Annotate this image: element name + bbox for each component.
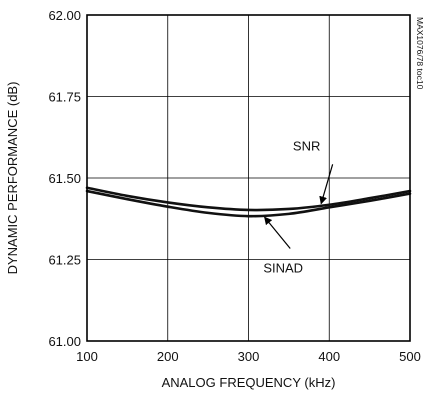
x-tick-label: 100 xyxy=(76,349,98,364)
series-lines xyxy=(85,186,412,218)
tick-labels: 100 200 300 400 500 61.00 61.25 61.50 61.75 62.00 xyxy=(48,8,420,364)
y-tick-label: 61.50 xyxy=(48,171,81,186)
plot-frame xyxy=(86,14,411,342)
annotation-arrow xyxy=(319,164,334,205)
grid xyxy=(86,14,411,342)
y-tick-label: 61.25 xyxy=(48,253,81,268)
part-code-label: MAX1076/78 toc10 xyxy=(415,17,425,90)
series-line-snr xyxy=(85,186,412,212)
y-tick-label: 61.00 xyxy=(48,334,81,349)
series-label-snr: SNR xyxy=(293,138,320,153)
series-label-sinad: SINAD xyxy=(263,261,303,276)
x-tick-label: 400 xyxy=(318,349,340,364)
x-axis-title: ANALOG FREQUENCY (kHz) xyxy=(162,375,336,390)
y-tick-label: 61.75 xyxy=(48,90,81,105)
x-tick-label: 300 xyxy=(238,349,260,364)
series-line-sinad xyxy=(85,189,412,218)
annotations: SNR SINAD xyxy=(263,138,334,276)
y-tick-label: 62.00 xyxy=(48,8,81,23)
x-tick-label: 500 xyxy=(399,349,421,364)
y-axis-title: DYNAMIC PERFORMANCE (dB) xyxy=(5,82,20,275)
annotation-arrow xyxy=(264,216,291,249)
x-tick-label: 200 xyxy=(157,349,179,364)
